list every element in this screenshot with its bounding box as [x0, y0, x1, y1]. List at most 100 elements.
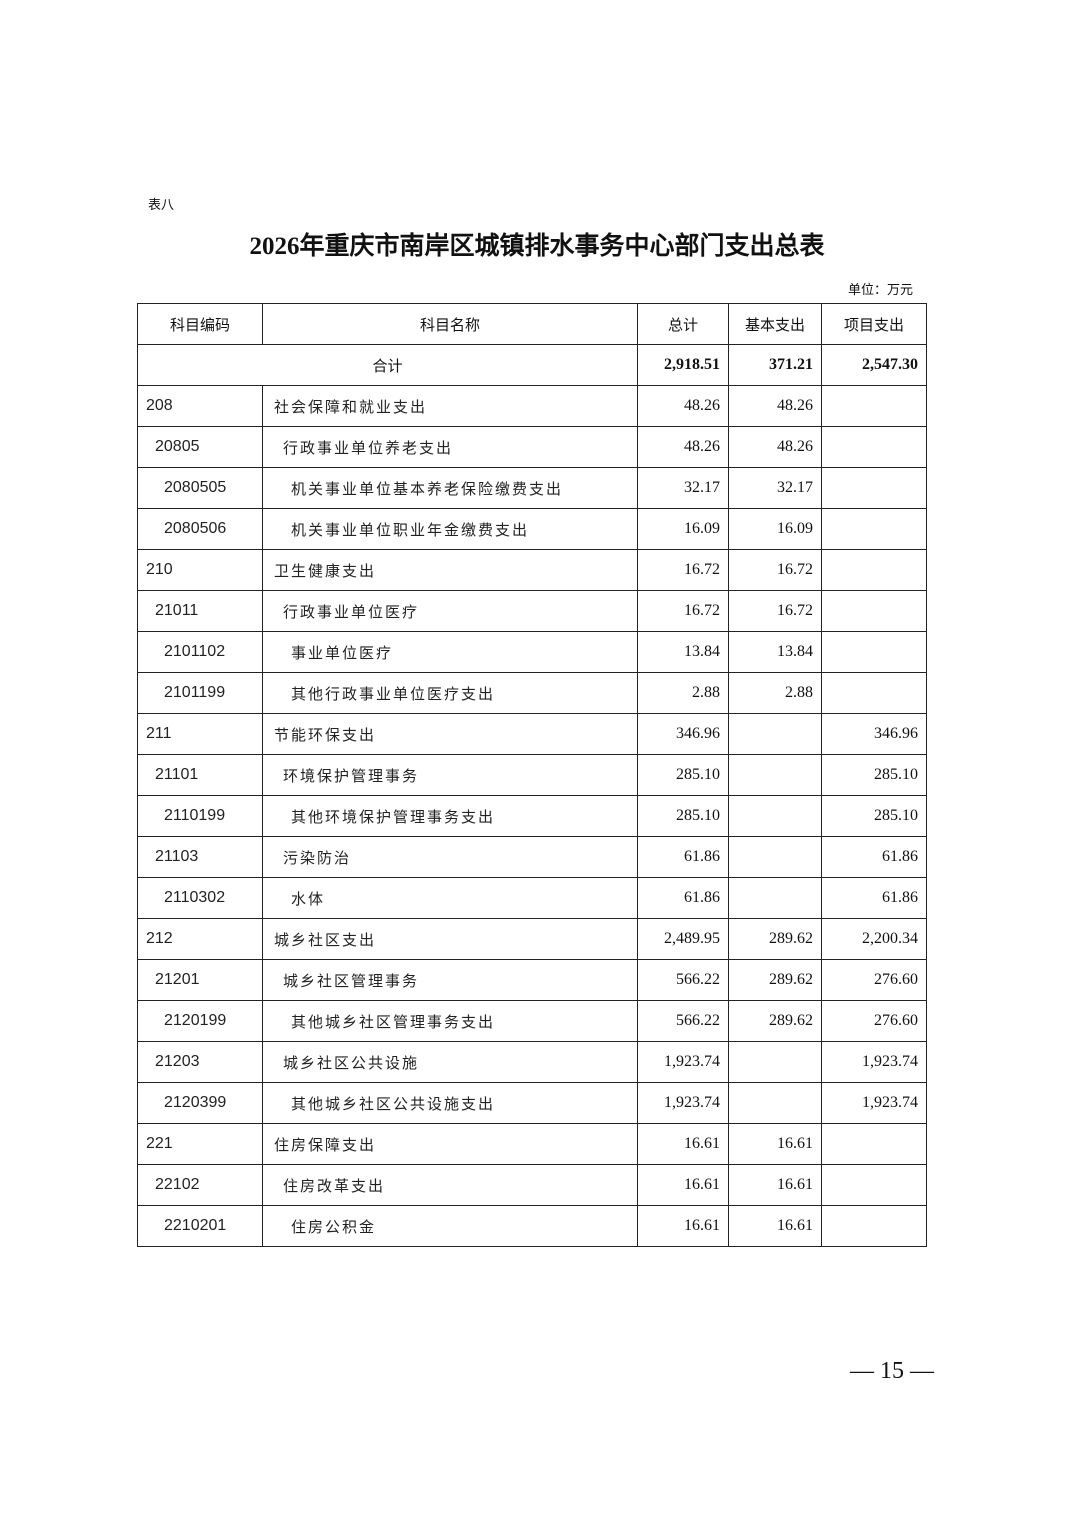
page-title: 2026年重庆市南岸区城镇排水事务中心部门支出总表: [249, 233, 825, 260]
cell-basic: 289.62: [728, 918, 822, 960]
header-code: 科目编码: [137, 303, 263, 345]
cell-project: [821, 590, 927, 632]
total-total: 2,918.51: [637, 344, 729, 386]
cell-project: 61.86: [821, 877, 927, 919]
cell-name: 城乡社区公共设施: [262, 1041, 638, 1083]
cell-code: 21101: [137, 754, 263, 796]
table-row: 212 城乡社区支出 2,489.95 289.62 2,200.34: [137, 918, 927, 960]
table-row: 2101199 其他行政事业单位医疗支出 2.88 2.88: [137, 672, 927, 714]
cell-name: 污染防治: [262, 836, 638, 878]
header-name: 科目名称: [262, 303, 638, 345]
cell-total: 16.61: [637, 1205, 729, 1247]
cell-basic: 16.09: [728, 508, 822, 550]
cell-project: 276.60: [821, 1000, 927, 1042]
cell-name: 其他城乡社区管理事务支出: [262, 1000, 638, 1042]
cell-project: [821, 426, 927, 468]
cell-name: 住房公积金: [262, 1205, 638, 1247]
cell-total: 285.10: [637, 795, 729, 837]
cell-name: 事业单位医疗: [262, 631, 638, 673]
total-project: 2,547.30: [821, 344, 927, 386]
cell-code: 21203: [137, 1041, 263, 1083]
cell-name: 其他城乡社区公共设施支出: [262, 1082, 638, 1124]
table-row: 2120399 其他城乡社区公共设施支出 1,923.74 1,923.74: [137, 1082, 927, 1124]
cell-project: 1,923.74: [821, 1082, 927, 1124]
cell-name: 其他行政事业单位医疗支出: [262, 672, 638, 714]
cell-basic: 32.17: [728, 467, 822, 509]
cell-total: 61.86: [637, 877, 729, 919]
cell-basic: [728, 836, 822, 878]
cell-name: 城乡社区支出: [262, 918, 638, 960]
cell-basic: [728, 713, 822, 755]
table-row: 2110199 其他环境保护管理事务支出 285.10 285.10: [137, 795, 927, 837]
cell-total: 61.86: [637, 836, 729, 878]
header-project: 项目支出: [821, 303, 927, 345]
cell-project: 285.10: [821, 754, 927, 796]
cell-name: 卫生健康支出: [262, 549, 638, 591]
cell-name: 水体: [262, 877, 638, 919]
table-row: 21103 污染防治 61.86 61.86: [137, 836, 927, 878]
cell-total: 1,923.74: [637, 1082, 729, 1124]
table-row: 21203 城乡社区公共设施 1,923.74 1,923.74: [137, 1041, 927, 1083]
cell-project: [821, 1164, 927, 1206]
cell-project: [821, 385, 927, 427]
cell-code: 21103: [137, 836, 263, 878]
cell-name: 节能环保支出: [262, 713, 638, 755]
total-row: 合计 2,918.51 371.21 2,547.30: [137, 344, 927, 386]
cell-basic: [728, 795, 822, 837]
cell-code: 2210201: [137, 1205, 263, 1247]
cell-total: 285.10: [637, 754, 729, 796]
cell-basic: 16.61: [728, 1123, 822, 1165]
cell-project: 285.10: [821, 795, 927, 837]
cell-basic: [728, 754, 822, 796]
cell-name: 行政事业单位养老支出: [262, 426, 638, 468]
page-number: — 15 —: [850, 1358, 934, 1384]
cell-project: [821, 672, 927, 714]
table-row: 20805 行政事业单位养老支出 48.26 48.26: [137, 426, 927, 468]
cell-total: 2.88: [637, 672, 729, 714]
cell-total: 16.72: [637, 549, 729, 591]
table-row: 208 社会保障和就业支出 48.26 48.26: [137, 385, 927, 427]
cell-name: 城乡社区管理事务: [262, 959, 638, 1001]
cell-code: 2110199: [137, 795, 263, 837]
cell-project: 346.96: [821, 713, 927, 755]
table-row: 2080506 机关事业单位职业年金缴费支出 16.09 16.09: [137, 508, 927, 550]
cell-total: 48.26: [637, 385, 729, 427]
table-row: 21101 环境保护管理事务 285.10 285.10: [137, 754, 927, 796]
cell-basic: 48.26: [728, 426, 822, 468]
cell-code: 21201: [137, 959, 263, 1001]
header-row: 科目编码 科目名称 总计 基本支出 项目支出: [137, 303, 927, 345]
cell-project: [821, 631, 927, 673]
cell-total: 1,923.74: [637, 1041, 729, 1083]
cell-total: 566.22: [637, 959, 729, 1001]
cell-basic: 16.61: [728, 1205, 822, 1247]
cell-code: 2080505: [137, 467, 263, 509]
cell-name: 其他环境保护管理事务支出: [262, 795, 638, 837]
table-row: 2210201 住房公积金 16.61 16.61: [137, 1205, 927, 1247]
table-row: 2110302 水体 61.86 61.86: [137, 877, 927, 919]
cell-code: 22102: [137, 1164, 263, 1206]
cell-code: 211: [137, 713, 263, 755]
cell-project: 1,923.74: [821, 1041, 927, 1083]
table-row: 2120199 其他城乡社区管理事务支出 566.22 289.62 276.60: [137, 1000, 927, 1042]
cell-name: 机关事业单位基本养老保险缴费支出: [262, 467, 638, 509]
cell-basic: 13.84: [728, 631, 822, 673]
cell-basic: 48.26: [728, 385, 822, 427]
cell-project: [821, 508, 927, 550]
cell-basic: 289.62: [728, 959, 822, 1001]
cell-code: 221: [137, 1123, 263, 1165]
cell-name: 社会保障和就业支出: [262, 385, 638, 427]
cell-total: 16.61: [637, 1164, 729, 1206]
cell-code: 210: [137, 549, 263, 591]
cell-total: 2,489.95: [637, 918, 729, 960]
cell-code: 208: [137, 385, 263, 427]
cell-project: 61.86: [821, 836, 927, 878]
cell-name: 住房保障支出: [262, 1123, 638, 1165]
cell-basic: 289.62: [728, 1000, 822, 1042]
cell-project: [821, 1123, 927, 1165]
cell-total: 346.96: [637, 713, 729, 755]
cell-project: [821, 1205, 927, 1247]
cell-name: 行政事业单位医疗: [262, 590, 638, 632]
cell-project: 2,200.34: [821, 918, 927, 960]
total-label: 合计: [137, 344, 638, 386]
cell-total: 32.17: [637, 467, 729, 509]
